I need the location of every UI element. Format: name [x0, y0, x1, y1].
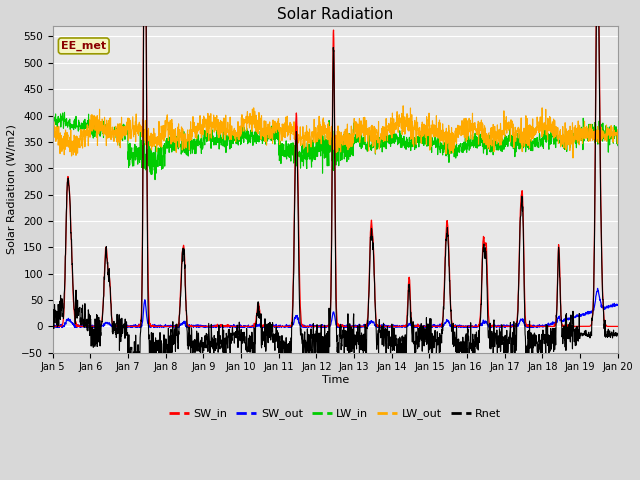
Y-axis label: Solar Radiation (W/m2): Solar Radiation (W/m2) — [7, 124, 17, 254]
Title: Solar Radiation: Solar Radiation — [277, 7, 394, 22]
Legend: SW_in, SW_out, LW_in, LW_out, Rnet: SW_in, SW_out, LW_in, LW_out, Rnet — [164, 404, 506, 424]
Text: EE_met: EE_met — [61, 41, 106, 51]
X-axis label: Time: Time — [322, 375, 349, 385]
